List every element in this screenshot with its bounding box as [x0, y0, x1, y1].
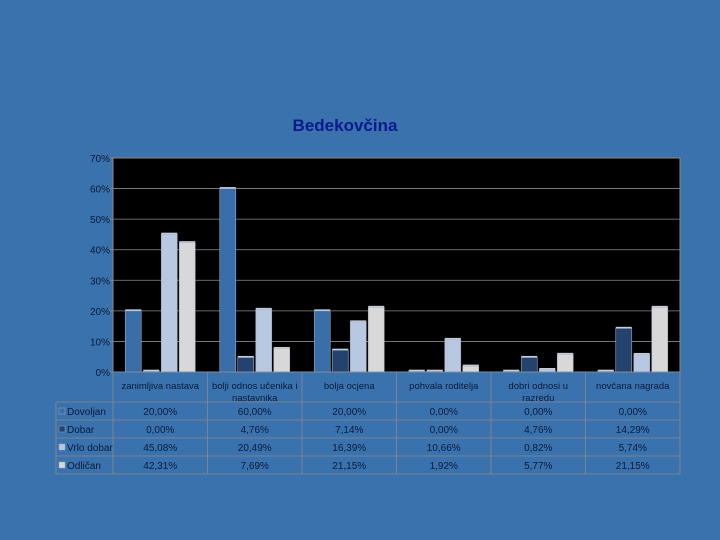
bar: [219, 188, 237, 373]
data-label: 20,00%: [143, 407, 177, 418]
bar: [556, 354, 574, 373]
data-label: 42,31%: [143, 461, 177, 472]
data-label: 20,00%: [332, 407, 366, 418]
data-label: 5,77%: [524, 461, 552, 472]
bar-cap: [462, 364, 479, 367]
bar-cap: [314, 309, 331, 311]
data-label: 21,15%: [616, 461, 650, 472]
bar-cap: [557, 352, 574, 355]
bar-cap: [615, 326, 632, 329]
data-label: 4,76%: [524, 425, 552, 436]
data-label: 16,39%: [332, 443, 366, 454]
legend-label: Dovoljan: [67, 407, 106, 418]
bar: [160, 233, 178, 373]
bar-cap: [503, 369, 520, 372]
bar: [462, 365, 480, 373]
bar-cap: [332, 348, 349, 351]
x-tick-label: bolji odnos učenika i: [212, 381, 298, 392]
bar-cap: [350, 320, 367, 322]
y-tick-label: 40%: [90, 246, 110, 257]
x-tick-label: zanimljiva nastava: [121, 381, 199, 392]
bar-cap: [161, 232, 178, 235]
bar-cap: [444, 337, 461, 340]
y-tick-label: 20%: [90, 307, 110, 318]
bar: [124, 310, 142, 373]
y-tick-label: 60%: [90, 185, 110, 196]
bar-cap: [597, 369, 614, 372]
plot-area: [112, 157, 681, 373]
data-label: 0,82%: [524, 443, 552, 454]
x-tick-label: dobri odnosi u: [508, 381, 568, 392]
bar-cap: [368, 305, 385, 308]
data-label: 0,00%: [146, 425, 174, 436]
data-label: 5,74%: [619, 443, 647, 454]
x-tick-label: novčana nagrada: [596, 381, 670, 392]
bar: [331, 349, 349, 373]
x-tick-label: razredu: [522, 393, 554, 404]
data-label: 60,00%: [238, 407, 272, 418]
data-label: 7,69%: [241, 461, 269, 472]
bar-cap: [539, 367, 556, 370]
data-label: 7,14%: [335, 425, 363, 436]
bar-cap: [219, 187, 236, 189]
data-label: 21,15%: [332, 461, 366, 472]
legend-swatch: [58, 461, 66, 469]
bar-cap: [651, 305, 668, 308]
bar: [615, 328, 633, 373]
bar: [178, 242, 196, 373]
y-tick-label: 10%: [90, 337, 110, 348]
legend-label: Odličan: [67, 461, 101, 472]
bar: [633, 354, 651, 373]
y-tick-label: 50%: [90, 215, 110, 226]
bar: [255, 309, 273, 373]
x-tick-label: bolja ocjena: [324, 381, 375, 392]
bar-cap: [143, 369, 160, 372]
bar-cap: [633, 352, 650, 355]
data-label: 0,00%: [430, 407, 458, 418]
bar: [273, 348, 291, 373]
legend-label: Vrlo dobar: [67, 443, 113, 454]
bar-cap: [179, 241, 196, 243]
bar: [237, 357, 255, 373]
data-label: 4,76%: [241, 425, 269, 436]
data-label: 10,66%: [427, 443, 461, 454]
bar: [651, 307, 669, 373]
bar: [313, 310, 331, 373]
bar-cap: [255, 307, 272, 310]
bar: [349, 321, 367, 373]
bar: [520, 357, 538, 373]
bar: [367, 307, 385, 373]
y-tick-label: 0%: [96, 368, 111, 379]
data-label: 0,00%: [619, 407, 647, 418]
data-label: 0,00%: [430, 425, 458, 436]
data-label: 20,49%: [238, 443, 272, 454]
chart-title: Bedekovčina: [292, 116, 398, 135]
data-label: 1,92%: [430, 461, 458, 472]
y-tick-label: 30%: [90, 276, 110, 287]
bar-cap: [125, 309, 142, 311]
bar-cap: [273, 346, 290, 349]
data-label: 0,00%: [524, 407, 552, 418]
legend-swatch: [58, 443, 66, 451]
legend-label: Dobar: [67, 425, 95, 436]
data-label: 14,29%: [616, 425, 650, 436]
data-label: 45,08%: [143, 443, 177, 454]
bar-cap: [408, 369, 425, 372]
y-tick-label: 70%: [90, 154, 110, 165]
x-tick-label: pohvala roditelja: [409, 381, 479, 392]
legend-swatch: [58, 407, 66, 415]
bar-cap: [426, 369, 443, 372]
bar-cap: [237, 355, 254, 358]
x-tick-label: nastavnika: [232, 393, 278, 404]
bar-cap: [521, 355, 538, 358]
bar: [444, 339, 462, 373]
legend-swatch: [58, 425, 66, 433]
